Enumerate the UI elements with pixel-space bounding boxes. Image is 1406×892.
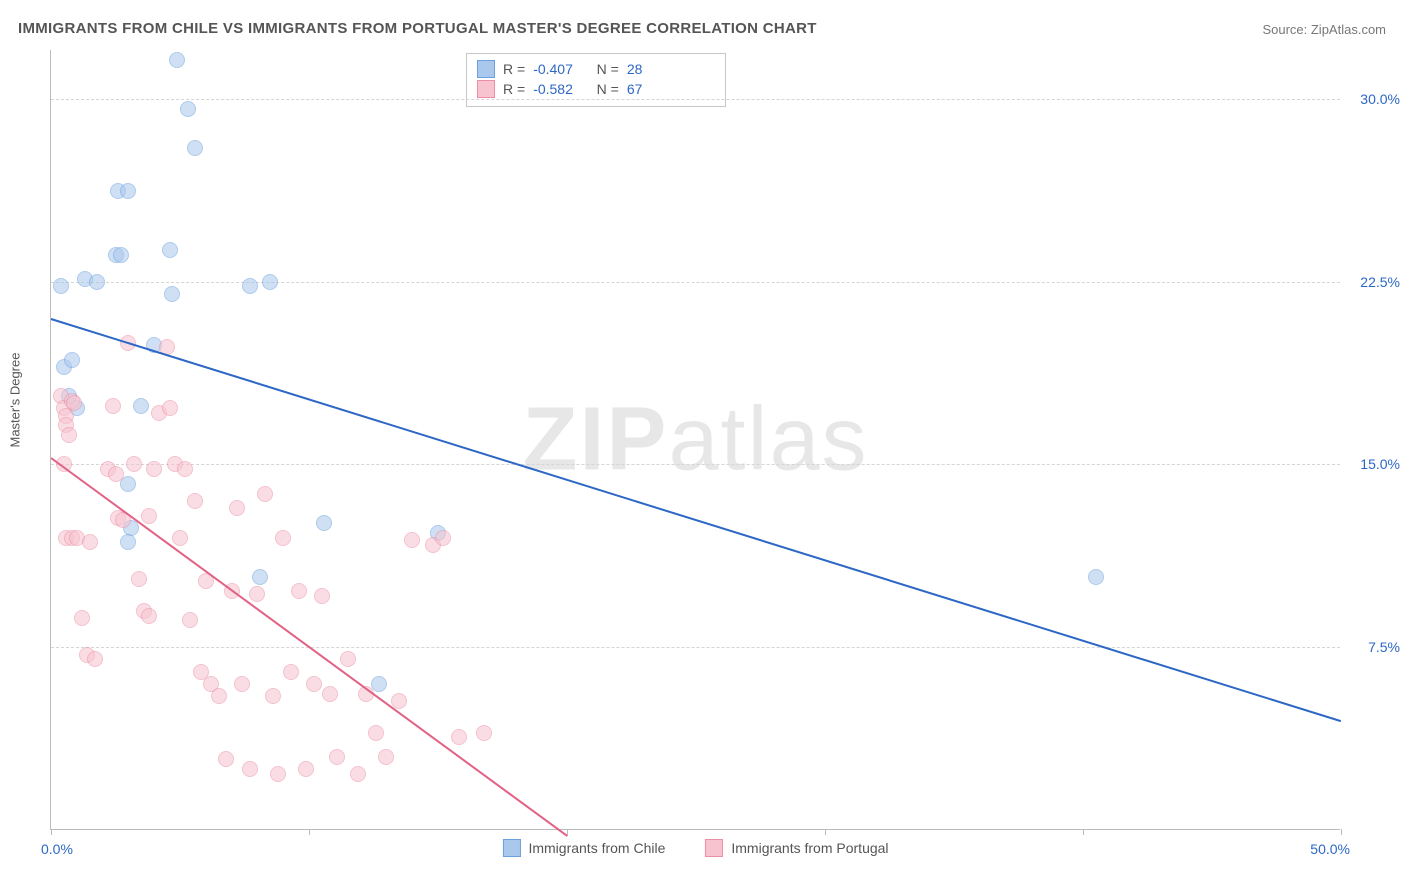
- x-tick: [825, 829, 826, 835]
- point-portugal: [404, 532, 420, 548]
- point-portugal: [218, 751, 234, 767]
- x-tick: [1341, 829, 1342, 835]
- point-portugal: [141, 508, 157, 524]
- legend-item-chile: Immigrants from Chile: [502, 839, 665, 857]
- point-chile: [1088, 569, 1104, 585]
- chart-title: IMMIGRANTS FROM CHILE VS IMMIGRANTS FROM…: [18, 20, 817, 37]
- point-chile: [262, 274, 278, 290]
- point-portugal: [322, 686, 338, 702]
- point-portugal: [350, 766, 366, 782]
- point-portugal: [476, 725, 492, 741]
- point-portugal: [87, 651, 103, 667]
- legend-label: Immigrants from Chile: [528, 840, 665, 856]
- point-portugal: [187, 493, 203, 509]
- y-tick-label: 30.0%: [1345, 91, 1400, 107]
- point-chile: [113, 247, 129, 263]
- y-axis-label: Master's Degree: [8, 353, 23, 448]
- trendline-chile: [51, 318, 1342, 722]
- point-chile: [169, 52, 185, 68]
- point-chile: [53, 278, 69, 294]
- legend-swatch-icon: [502, 839, 520, 857]
- correlation-row-chile: R = -0.407 N = 28: [477, 60, 715, 78]
- swatch-chile-icon: [477, 60, 495, 78]
- point-portugal: [211, 688, 227, 704]
- point-chile: [133, 398, 149, 414]
- watermark: ZIPatlas: [522, 388, 868, 491]
- point-portugal: [162, 400, 178, 416]
- point-chile: [120, 534, 136, 550]
- point-portugal: [141, 608, 157, 624]
- point-chile: [162, 242, 178, 258]
- point-portugal: [242, 761, 258, 777]
- point-portugal: [177, 461, 193, 477]
- series-legend: Immigrants from Chile Immigrants from Por…: [502, 839, 888, 857]
- point-portugal: [391, 693, 407, 709]
- point-portugal: [249, 586, 265, 602]
- point-portugal: [265, 688, 281, 704]
- point-chile: [316, 515, 332, 531]
- point-portugal: [82, 534, 98, 550]
- point-portugal: [329, 749, 345, 765]
- point-portugal: [275, 530, 291, 546]
- point-portugal: [257, 486, 273, 502]
- legend-item-portugal: Immigrants from Portugal: [705, 839, 888, 857]
- y-tick-label: 15.0%: [1345, 456, 1400, 472]
- chart-plot-area: ZIPatlas R = -0.407 N = 28 R = -0.582 N …: [50, 50, 1340, 830]
- point-chile: [120, 183, 136, 199]
- gridline: [51, 647, 1340, 648]
- point-chile: [252, 569, 268, 585]
- point-portugal: [291, 583, 307, 599]
- point-portugal: [229, 500, 245, 516]
- point-portugal: [270, 766, 286, 782]
- point-portugal: [435, 530, 451, 546]
- point-chile: [120, 476, 136, 492]
- point-chile: [89, 274, 105, 290]
- point-portugal: [61, 427, 77, 443]
- point-portugal: [108, 466, 124, 482]
- point-chile: [187, 140, 203, 156]
- source-label: Source: ZipAtlas.com: [1262, 22, 1386, 37]
- point-portugal: [182, 612, 198, 628]
- point-portugal: [283, 664, 299, 680]
- point-portugal: [340, 651, 356, 667]
- legend-label: Immigrants from Portugal: [731, 840, 888, 856]
- point-portugal: [298, 761, 314, 777]
- legend-swatch-icon: [705, 839, 723, 857]
- point-portugal: [368, 725, 384, 741]
- point-chile: [64, 352, 80, 368]
- point-chile: [164, 286, 180, 302]
- gridline: [51, 464, 1340, 465]
- x-tick: [309, 829, 310, 835]
- point-portugal: [126, 456, 142, 472]
- point-portugal: [146, 461, 162, 477]
- x-axis-min-label: 0.0%: [41, 841, 73, 857]
- gridline: [51, 99, 1340, 100]
- swatch-portugal-icon: [477, 80, 495, 98]
- point-chile: [180, 101, 196, 117]
- point-portugal: [451, 729, 467, 745]
- point-portugal: [234, 676, 250, 692]
- x-tick: [1083, 829, 1084, 835]
- correlation-row-portugal: R = -0.582 N = 67: [477, 80, 715, 98]
- point-portugal: [378, 749, 394, 765]
- point-chile: [242, 278, 258, 294]
- point-portugal: [105, 398, 121, 414]
- y-tick-label: 7.5%: [1345, 639, 1400, 655]
- x-tick: [51, 829, 52, 835]
- point-portugal: [172, 530, 188, 546]
- x-axis-max-label: 50.0%: [1310, 841, 1350, 857]
- point-portugal: [131, 571, 147, 587]
- y-tick-label: 22.5%: [1345, 274, 1400, 290]
- point-portugal: [306, 676, 322, 692]
- point-portugal: [74, 610, 90, 626]
- point-portugal: [66, 395, 82, 411]
- point-portugal: [314, 588, 330, 604]
